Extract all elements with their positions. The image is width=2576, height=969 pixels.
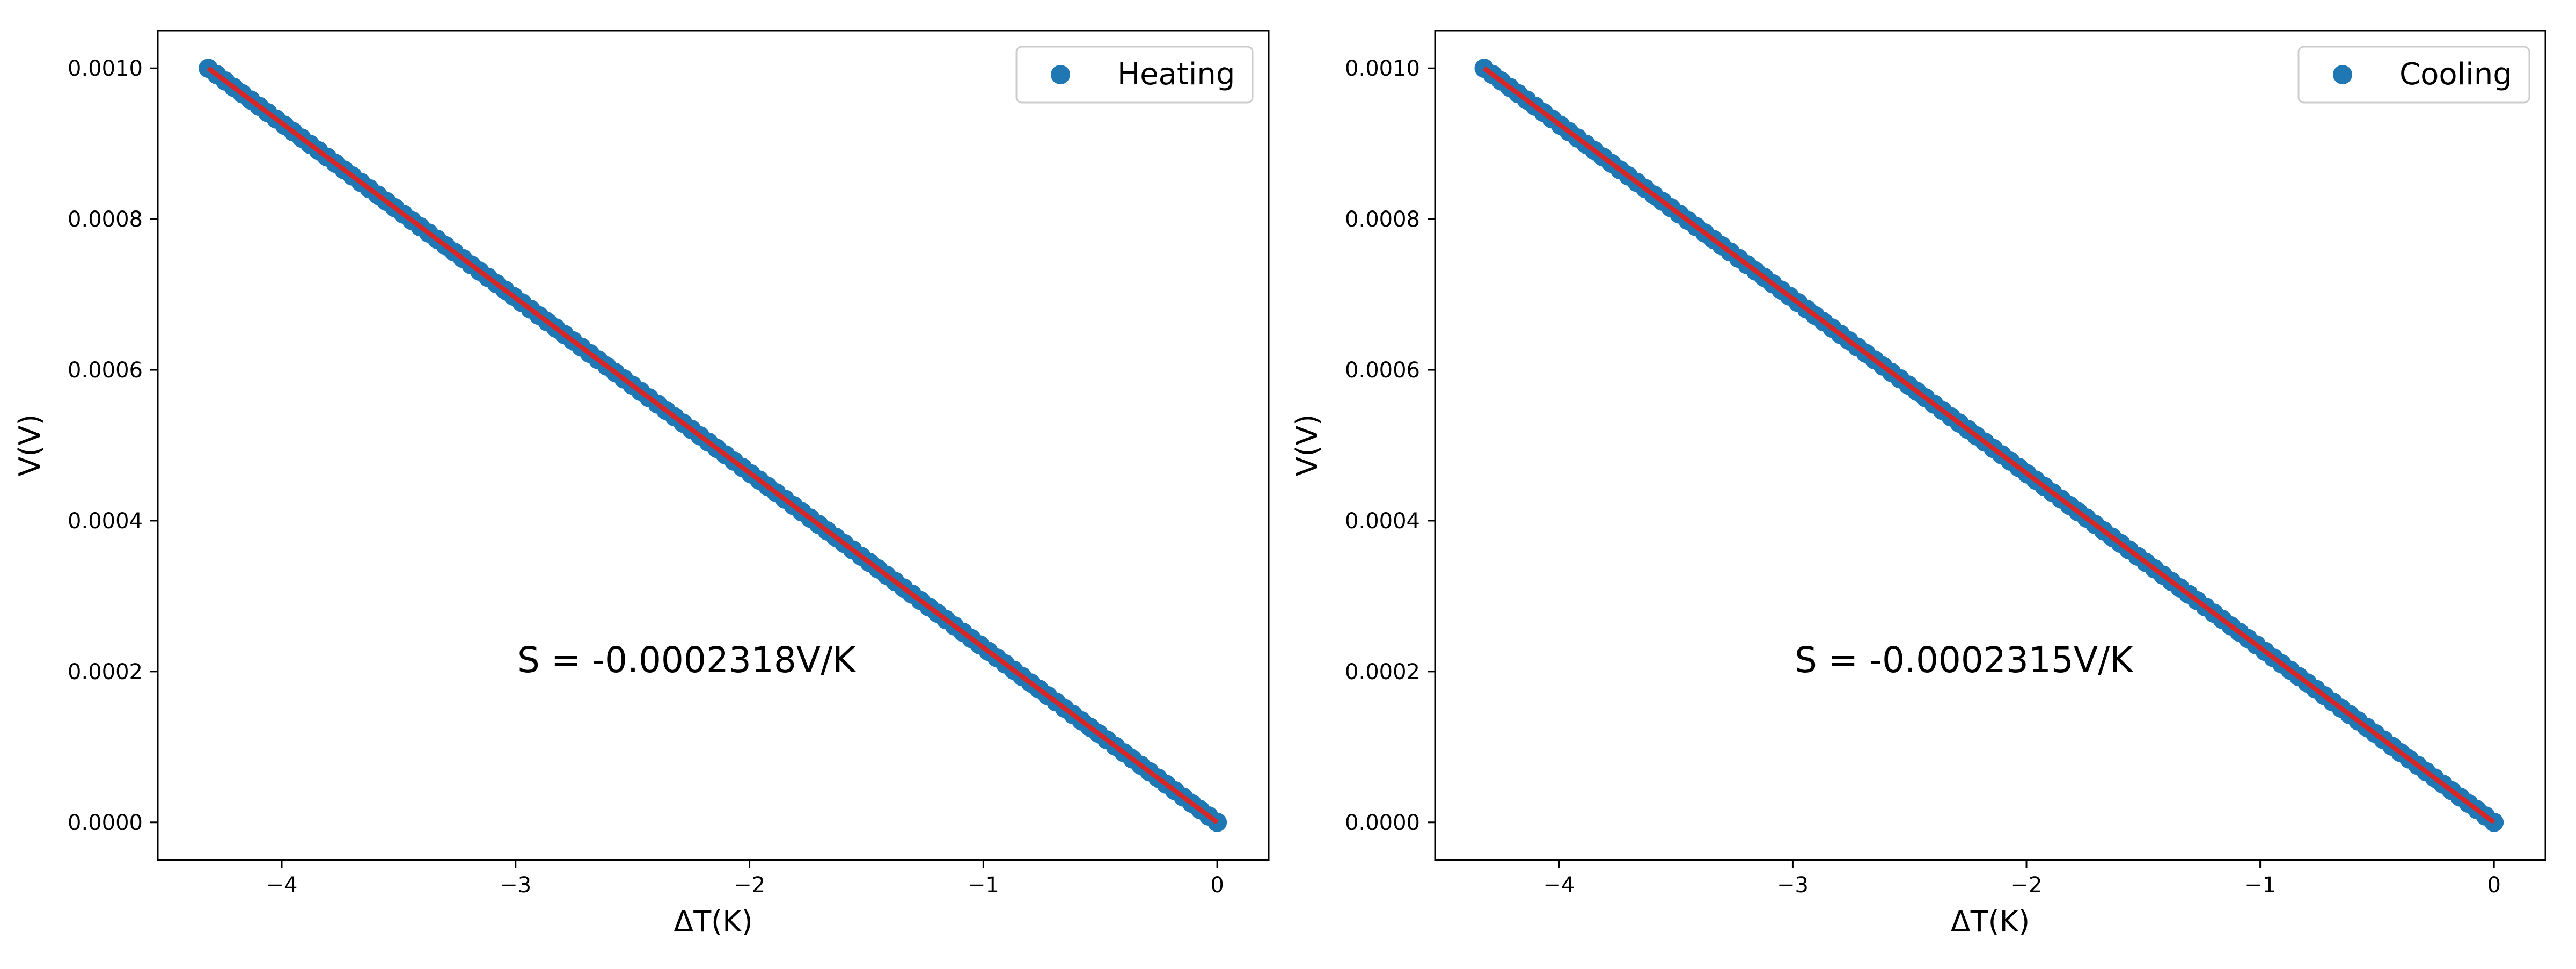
x-axis-label: ΔT(K) bbox=[674, 905, 752, 938]
plot-area bbox=[199, 59, 1227, 832]
y-tick-label: 0.0006 bbox=[68, 358, 143, 383]
y-tick-label: 0.0004 bbox=[1345, 509, 1420, 534]
fit-line bbox=[1482, 66, 2496, 825]
axes-frame bbox=[1434, 30, 2546, 861]
y-tick-label: 0.0000 bbox=[1345, 811, 1420, 835]
legend-box bbox=[2297, 46, 2530, 104]
y-tick-label: 0.0010 bbox=[1345, 56, 1420, 81]
heating-panel: −4 −3 −2 −1 0 0.0000 0.0002 0.0004 0.0006 0.0008 0… bbox=[13, 30, 1270, 938]
y-tick-label: 0.0010 bbox=[68, 56, 143, 81]
x-tick-label: −2 bbox=[2011, 873, 2043, 898]
x-tick-label: −3 bbox=[500, 873, 531, 898]
x-tick-label: 0 bbox=[1210, 873, 1224, 898]
plot-area bbox=[1474, 59, 2504, 832]
x-tick-label: −3 bbox=[1777, 873, 1809, 898]
y-tick-label: 0.0004 bbox=[68, 509, 143, 534]
y-tick-label: 0.0008 bbox=[68, 207, 143, 232]
y-tick-label: 0.0006 bbox=[1345, 358, 1420, 383]
cooling-panel: −4 −3 −2 −1 0 0.0000 0.0002 0.0004 0.0006 0.0008 0… bbox=[1290, 30, 2546, 938]
legend: Heating bbox=[1015, 46, 1254, 104]
y-tick-label: 0.0002 bbox=[68, 660, 143, 684]
x-tick-label: −2 bbox=[734, 873, 765, 898]
y-tick-label: 0.0000 bbox=[68, 811, 143, 835]
x-axis-label: ΔT(K) bbox=[1951, 905, 2030, 938]
axes-frame bbox=[157, 30, 1270, 861]
y-axis-label: V(V) bbox=[1290, 414, 1324, 476]
legend-marker bbox=[2333, 65, 2352, 84]
x-tick-label: −1 bbox=[968, 873, 999, 898]
x-tick-label: −1 bbox=[2244, 873, 2276, 898]
legend-label: Cooling bbox=[2399, 57, 2512, 92]
x-tick-label: −4 bbox=[1543, 873, 1575, 898]
slope-annotation: S = -0.0002318V/K bbox=[517, 639, 857, 681]
y-tick-label: 0.0002 bbox=[1345, 660, 1420, 684]
y-tick-label: 0.0008 bbox=[1345, 207, 1420, 232]
fit-line bbox=[207, 66, 1219, 825]
y-axis-label: V(V) bbox=[13, 414, 47, 476]
legend-marker bbox=[1051, 65, 1070, 84]
legend-box bbox=[1015, 46, 1254, 104]
legend: Cooling bbox=[2297, 46, 2530, 104]
x-tick-label: 0 bbox=[2487, 873, 2500, 898]
slope-annotation: S = -0.0002315V/K bbox=[1795, 639, 2134, 681]
x-tick-label: −4 bbox=[266, 873, 297, 898]
legend-label: Heating bbox=[1117, 57, 1235, 92]
